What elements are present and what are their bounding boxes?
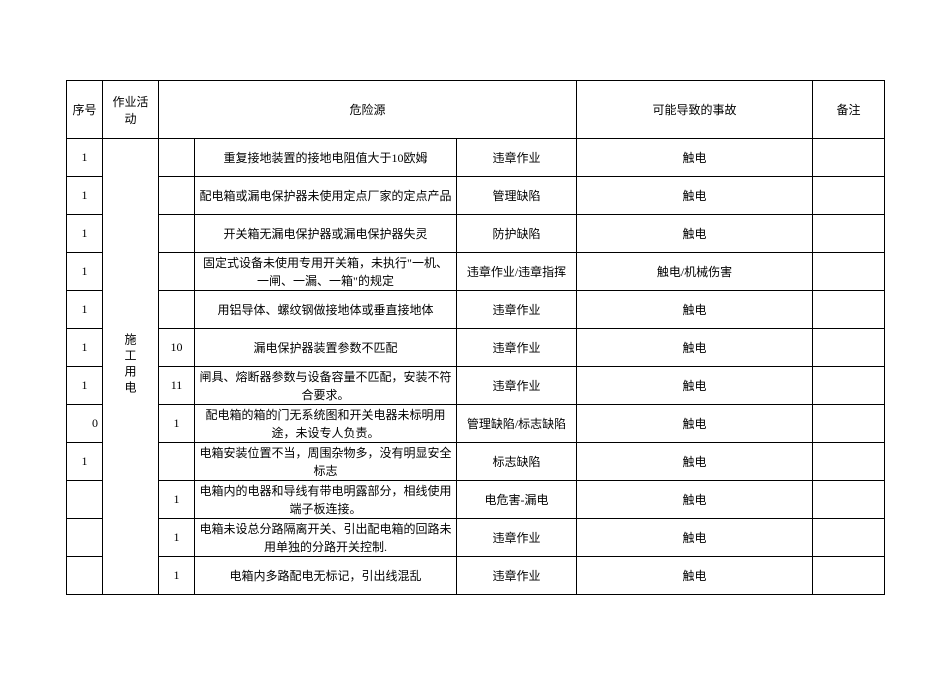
cell-desc: 重复接地装置的接地电阻值大于10欧姆 [195, 139, 457, 177]
table-row: 1 电箱内多路配电无标记，引出线混乱 违章作业 触电 [67, 557, 885, 595]
cell-remark [813, 519, 885, 557]
table-row: 0 1 配电箱的箱的门无系统图和开关电器未标明用途，未设专人负责。 管理缺陷/标… [67, 405, 885, 443]
cell-desc: 用铝导体、螺纹钢做接地体或垂直接地体 [195, 291, 457, 329]
table-row: 1 电箱内的电器和导线有带电明露部分，相线使用端子板连接。 电危害-漏电 触电 [67, 481, 885, 519]
cell-type: 防护缺陷 [457, 215, 577, 253]
cell-accident: 触电 [577, 329, 813, 367]
cell-desc: 电箱内的电器和导线有带电明露部分，相线使用端子板连接。 [195, 481, 457, 519]
cell-accident: 触电 [577, 519, 813, 557]
cell-accident: 触电 [577, 557, 813, 595]
cell-num [159, 443, 195, 481]
cell-type: 电危害-漏电 [457, 481, 577, 519]
cell-desc: 配电箱的箱的门无系统图和开关电器未标明用途，未设专人负责。 [195, 405, 457, 443]
header-remark: 备注 [813, 81, 885, 139]
table-container: 序号 作业活动 危险源 可能导致的事故 备注 1 施工用电 重复接地装置的接地电… [66, 80, 884, 595]
header-seq: 序号 [67, 81, 103, 139]
cell-remark [813, 291, 885, 329]
cell-remark [813, 481, 885, 519]
cell-remark [813, 177, 885, 215]
cell-num: 1 [159, 405, 195, 443]
header-activity: 作业活动 [103, 81, 159, 139]
table-row: 1 配电箱或漏电保护器未使用定点厂家的定点产品 管理缺陷 触电 [67, 177, 885, 215]
cell-desc: 固定式设备未使用专用开关箱，未执行"一机、一闸、一漏、一箱"的规定 [195, 253, 457, 291]
cell-num: 10 [159, 329, 195, 367]
header-hazard: 危险源 [159, 81, 577, 139]
table-row: 1 电箱安装位置不当，周围杂物多，没有明显安全标志 标志缺陷 触电 [67, 443, 885, 481]
cell-accident: 触电 [577, 215, 813, 253]
cell-remark [813, 329, 885, 367]
cell-num: 1 [159, 481, 195, 519]
cell-seq [67, 519, 103, 557]
cell-type: 违章作业 [457, 291, 577, 329]
table-row: 1 电箱未设总分路隔离开关、引出配电箱的回路未用单独的分路开关控制. 违章作业 … [67, 519, 885, 557]
cell-accident: 触电 [577, 177, 813, 215]
cell-desc: 开关箱无漏电保护器或漏电保护器失灵 [195, 215, 457, 253]
cell-desc: 漏电保护器装置参数不匹配 [195, 329, 457, 367]
cell-activity: 施工用电 [103, 139, 159, 595]
cell-remark [813, 443, 885, 481]
cell-seq: 1 [67, 215, 103, 253]
cell-type: 违章作业 [457, 329, 577, 367]
table-body: 1 施工用电 重复接地装置的接地电阻值大于10欧姆 违章作业 触电 1 配电箱或… [67, 139, 885, 595]
activity-label: 施工用电 [122, 333, 139, 397]
cell-seq: 0 [67, 405, 103, 443]
cell-desc: 配电箱或漏电保护器未使用定点厂家的定点产品 [195, 177, 457, 215]
cell-accident: 触电/机械伤害 [577, 253, 813, 291]
cell-desc: 电箱未设总分路隔离开关、引出配电箱的回路未用单独的分路开关控制. [195, 519, 457, 557]
cell-seq: 1 [67, 177, 103, 215]
header-row: 序号 作业活动 危险源 可能导致的事故 备注 [67, 81, 885, 139]
cell-remark [813, 139, 885, 177]
cell-desc: 电箱安装位置不当，周围杂物多，没有明显安全标志 [195, 443, 457, 481]
table-row: 1 10 漏电保护器装置参数不匹配 违章作业 触电 [67, 329, 885, 367]
cell-type: 违章作业 [457, 139, 577, 177]
cell-type: 管理缺陷/标志缺陷 [457, 405, 577, 443]
cell-accident: 触电 [577, 139, 813, 177]
cell-num [159, 215, 195, 253]
cell-num [159, 139, 195, 177]
table-row: 1 施工用电 重复接地装置的接地电阻值大于10欧姆 违章作业 触电 [67, 139, 885, 177]
cell-num [159, 253, 195, 291]
cell-desc: 闸具、熔断器参数与设备容量不匹配，安装不符合要求。 [195, 367, 457, 405]
cell-num [159, 177, 195, 215]
cell-accident: 触电 [577, 405, 813, 443]
cell-type: 违章作业 [457, 367, 577, 405]
cell-type: 违章作业/违章指挥 [457, 253, 577, 291]
cell-accident: 触电 [577, 291, 813, 329]
cell-seq: 1 [67, 367, 103, 405]
cell-remark [813, 367, 885, 405]
cell-type: 标志缺陷 [457, 443, 577, 481]
cell-num [159, 291, 195, 329]
cell-seq: 1 [67, 253, 103, 291]
header-accident: 可能导致的事故 [577, 81, 813, 139]
cell-seq: 1 [67, 443, 103, 481]
cell-seq: 1 [67, 329, 103, 367]
cell-num: 11 [159, 367, 195, 405]
cell-type: 管理缺陷 [457, 177, 577, 215]
cell-remark [813, 253, 885, 291]
cell-seq: 1 [67, 291, 103, 329]
cell-seq [67, 557, 103, 595]
cell-remark [813, 557, 885, 595]
cell-desc: 电箱内多路配电无标记，引出线混乱 [195, 557, 457, 595]
cell-seq [67, 481, 103, 519]
cell-type: 违章作业 [457, 519, 577, 557]
hazard-table: 序号 作业活动 危险源 可能导致的事故 备注 1 施工用电 重复接地装置的接地电… [66, 80, 885, 595]
cell-accident: 触电 [577, 367, 813, 405]
cell-type: 违章作业 [457, 557, 577, 595]
cell-num: 1 [159, 519, 195, 557]
table-row: 1 11 闸具、熔断器参数与设备容量不匹配，安装不符合要求。 违章作业 触电 [67, 367, 885, 405]
cell-accident: 触电 [577, 481, 813, 519]
table-row: 1 开关箱无漏电保护器或漏电保护器失灵 防护缺陷 触电 [67, 215, 885, 253]
cell-num: 1 [159, 557, 195, 595]
cell-accident: 触电 [577, 443, 813, 481]
table-row: 1 固定式设备未使用专用开关箱，未执行"一机、一闸、一漏、一箱"的规定 违章作业… [67, 253, 885, 291]
cell-remark [813, 215, 885, 253]
table-row: 1 用铝导体、螺纹钢做接地体或垂直接地体 违章作业 触电 [67, 291, 885, 329]
cell-seq: 1 [67, 139, 103, 177]
cell-remark [813, 405, 885, 443]
